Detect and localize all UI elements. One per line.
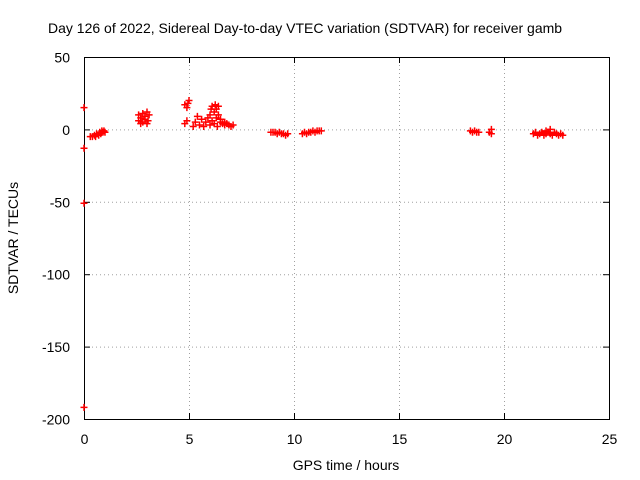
data-point [141, 112, 149, 120]
data-point [80, 104, 88, 112]
data-points [80, 96, 567, 411]
data-point [80, 144, 88, 152]
x-tick-label: 10 [287, 431, 303, 447]
y-tick-label: -150 [42, 339, 70, 355]
data-point [214, 102, 222, 110]
data-point [487, 130, 495, 138]
x-tick-label: 15 [392, 431, 408, 447]
data-point [206, 121, 214, 129]
data-point [206, 111, 214, 119]
data-point [193, 112, 201, 120]
chart-title: Day 126 of 2022, Sidereal Day-to-day VTE… [48, 20, 562, 36]
y-tick-label: -100 [42, 267, 70, 283]
data-point [475, 128, 483, 136]
data-point [559, 131, 567, 139]
data-point [80, 199, 88, 207]
data-point [229, 121, 237, 129]
data-point [202, 118, 210, 126]
data-point [317, 127, 325, 135]
data-point [183, 104, 191, 112]
data-point [217, 115, 224, 123]
x-axis-label: GPS time / hours [293, 457, 400, 473]
y-axis-label: SDTVAR / TECUs [5, 182, 21, 294]
data-point [211, 101, 219, 109]
data-point [101, 128, 109, 136]
x-tick-label: 0 [81, 431, 89, 447]
x-tick-label: 20 [497, 431, 513, 447]
data-point [546, 125, 554, 133]
data-point [208, 102, 216, 110]
x-tick-label: 5 [186, 431, 194, 447]
y-tick-label: -50 [50, 194, 70, 210]
data-point [284, 130, 292, 138]
ticks: 0 5 10 15 20 25 50 0 -50 -100 -150 -200 [42, 50, 618, 448]
grid [84, 57, 609, 419]
data-point [183, 117, 191, 125]
data-point [144, 117, 152, 125]
data-point [221, 118, 229, 126]
data-point [100, 127, 108, 135]
data-point [145, 111, 153, 119]
data-point [213, 123, 221, 131]
y-tick-label: 0 [62, 122, 70, 138]
data-point [189, 123, 197, 131]
data-point [137, 114, 145, 122]
data-point [80, 403, 88, 411]
data-point [191, 118, 199, 126]
plot-frame [84, 57, 610, 420]
x-tick-label: 25 [602, 431, 618, 447]
data-point [198, 115, 206, 123]
y-tick-label: 50 [54, 50, 70, 66]
data-point [200, 123, 208, 131]
data-point [196, 121, 203, 129]
data-point [214, 111, 222, 119]
data-point [185, 96, 193, 104]
y-tick-label: -200 [42, 412, 70, 428]
